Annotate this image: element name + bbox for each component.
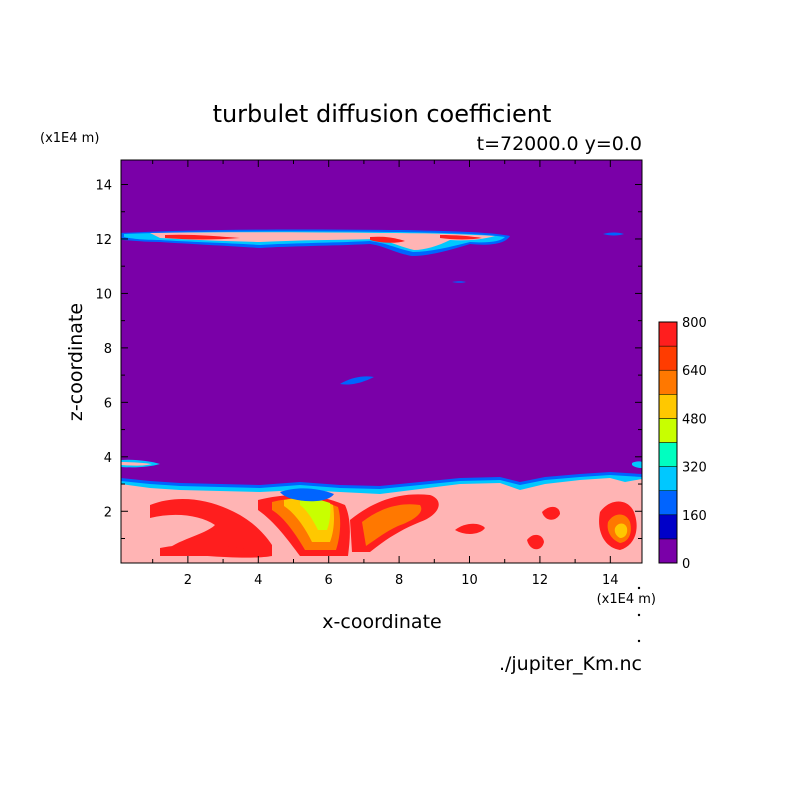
boundary-orange-right	[362, 504, 422, 546]
colorbar-swatch	[658, 466, 678, 491]
boundary-green-core	[300, 499, 331, 530]
marker-dot	[637, 639, 641, 643]
colorbar-swatch	[658, 345, 678, 371]
y-axis-label: z-coordinate	[65, 303, 87, 421]
upper-pink-band	[150, 232, 495, 250]
x-tick-label: 2	[184, 573, 192, 588]
colorbar-swatch	[658, 321, 678, 347]
x-unit-label: (x1E4 m)	[597, 592, 656, 607]
boundary-red-spot-b	[542, 506, 560, 520]
boundary-red-spot-c	[527, 534, 544, 550]
x-axis-label: x-coordinate	[322, 611, 441, 633]
source-file-label: ./jupiter_Km.nc	[499, 653, 642, 675]
colorbar-swatch	[658, 369, 678, 395]
mid-streak	[340, 376, 374, 385]
boundary-layer	[121, 472, 642, 563]
x-tick-label: 10	[461, 573, 478, 588]
colorbar-swatch	[658, 538, 678, 564]
y-tick-label: 6	[104, 396, 112, 411]
chart-title: turbulet diffusion coefficient	[213, 100, 552, 128]
small-streak	[452, 281, 466, 283]
x-tick-label: 8	[395, 573, 403, 588]
x-tick-label: 12	[532, 573, 549, 588]
colorbar: 0 160 320 480 640 800	[658, 316, 707, 572]
colorbar-swatch	[658, 394, 678, 419]
colorbar-tick-label: 800	[682, 316, 707, 331]
colorbar-tick-label: 160	[682, 509, 707, 524]
marker-dot	[637, 586, 641, 590]
boundary-red-blob-left	[150, 498, 272, 558]
upper-right-speck	[603, 232, 624, 236]
marker-dot	[637, 613, 641, 617]
y-tick-label: 8	[104, 342, 112, 357]
colorbar-tick-label: 480	[682, 412, 707, 427]
colorbar-swatch	[658, 514, 678, 540]
plot-frame	[120, 159, 643, 564]
y-tick-label: 10	[95, 287, 112, 302]
upper-red-streak-c	[440, 235, 482, 240]
colorbar-swatch	[658, 442, 678, 467]
side-layer-right	[632, 461, 642, 468]
chart-subtitle: t=72000.0 y=0.0	[477, 133, 642, 155]
x-tick-label: 14	[602, 573, 619, 588]
boundary-red-bottom-strip	[160, 544, 262, 556]
upper-red-streak-b	[370, 236, 405, 243]
x-tick-label: 4	[254, 573, 262, 588]
y-tick-label: 12	[95, 233, 112, 248]
side-layer-left-core	[121, 462, 152, 466]
upper-layer	[121, 229, 624, 256]
x-axis: 2 4 6 8 10 12 14	[152, 160, 619, 588]
colorbar-tick-label: 640	[682, 364, 707, 379]
x-tick-label: 6	[325, 573, 333, 588]
colorbar-swatch	[658, 418, 678, 443]
colorbar-swatch	[658, 490, 678, 516]
y-tick-label: 4	[104, 451, 112, 466]
colorbar-tick-label: 0	[682, 557, 690, 572]
colorbar-frame	[658, 321, 678, 564]
plot-area	[121, 160, 642, 563]
y-tick-label: 14	[95, 179, 112, 194]
y-axis: 2 4 6 8 10 12 14	[95, 179, 642, 539]
y-tick-label: 2	[104, 505, 112, 520]
boundary-blue-plume	[280, 488, 334, 502]
boundary-red-spot-a	[455, 523, 485, 534]
y-unit-label: (x1E4 m)	[40, 131, 99, 146]
boundary-yellow-far-right	[614, 523, 628, 538]
upper-red-streak-a	[165, 234, 240, 240]
colorbar-tick-label: 320	[682, 461, 707, 476]
